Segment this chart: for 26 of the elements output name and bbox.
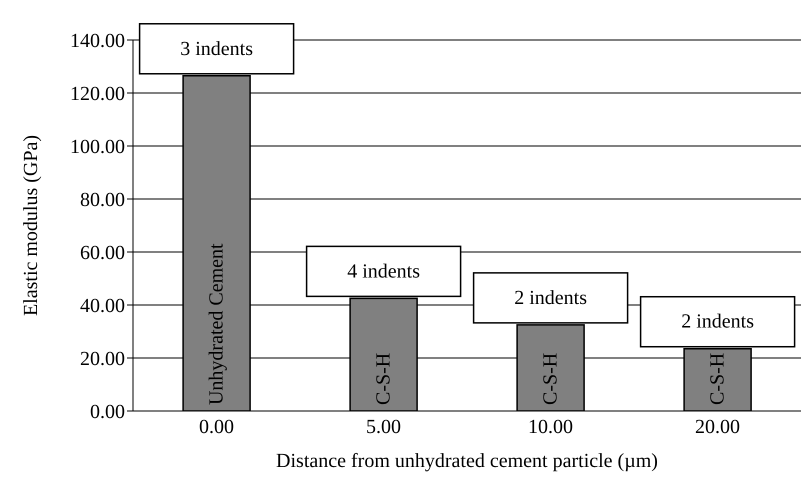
y-axis-title: Elastic modulus (GPa) (20, 134, 42, 316)
y-tick-label: 60.00 (80, 242, 125, 264)
text-box: 2 indents (640, 296, 796, 348)
annotation: C-S-H (372, 352, 395, 405)
y-tick-label: 0.00 (90, 401, 125, 424)
text-box: 3 indents (138, 23, 294, 75)
y-tick-label: 20.00 (80, 348, 125, 370)
y-tick-label: 120.00 (70, 83, 125, 106)
annotation: 2 indents (681, 310, 754, 333)
x-tick-label: 5.00 (366, 416, 401, 438)
y-tick-label: 100.00 (70, 136, 125, 158)
x-tick-label: 20.00 (695, 416, 740, 438)
annotation: Unhydrated Cement (206, 242, 228, 405)
x-axis-title: Distance from unhydrated cement particle (µm) (276, 450, 658, 472)
y-tick-label: 40.00 (80, 295, 125, 318)
annotation: C-S-H (540, 352, 562, 405)
annotation: 2 indents (514, 286, 588, 309)
annotation: 4 indents (347, 260, 420, 282)
y-tick-label: 140.00 (70, 30, 125, 52)
text-box: 4 indents (306, 246, 462, 298)
x-tick-label: 10.00 (528, 416, 573, 438)
text-box: 2 indents (472, 272, 628, 324)
annotation: C-S-H (706, 352, 729, 405)
annotation: 3 indents (180, 38, 254, 60)
x-tick-label: 0.00 (199, 416, 234, 438)
y-tick-label: 80.00 (80, 189, 125, 212)
